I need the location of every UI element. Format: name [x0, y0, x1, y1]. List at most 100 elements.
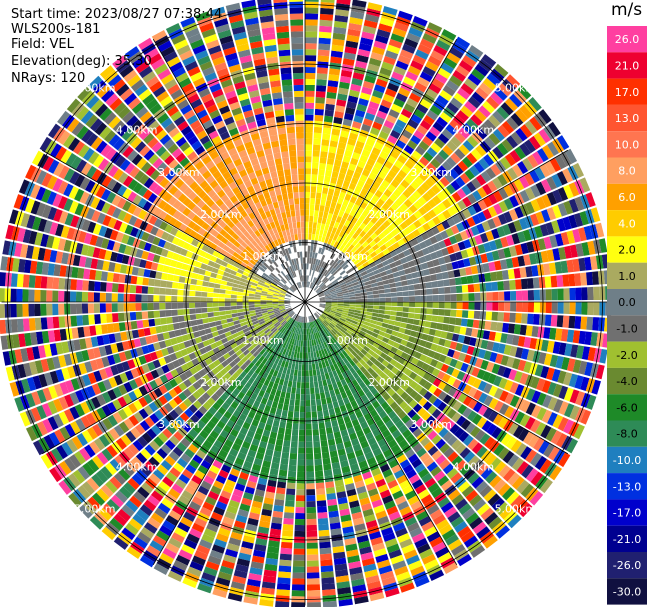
- radar-gate: [370, 232, 378, 240]
- radar-gate: [450, 302, 457, 309]
- radar-gate: [325, 218, 332, 226]
- radar-gate: [323, 469, 333, 477]
- radar-gate: [493, 443, 505, 457]
- radar-gate: [488, 261, 496, 272]
- radar-gate: [351, 152, 361, 160]
- radar-gate: [374, 247, 382, 255]
- radar-gate: [311, 405, 317, 412]
- radar-gate: [305, 221, 309, 228]
- radar-gate: [512, 164, 524, 178]
- radar-gate: [490, 91, 504, 106]
- radar-gate: [378, 289, 385, 294]
- radar-gate: [479, 82, 493, 96]
- radar-gate: [426, 260, 435, 269]
- radar-gate: [284, 434, 292, 442]
- radar-gate: [330, 56, 342, 64]
- radar-gate: [305, 0, 319, 2]
- radar-gate: [286, 488, 296, 496]
- radar-gate: [395, 119, 407, 129]
- radar-gate: [464, 78, 478, 91]
- radar-gate: [296, 489, 305, 496]
- radar-gate: [590, 255, 598, 270]
- radar-gate: [411, 357, 419, 366]
- radar-gate: [325, 250, 331, 257]
- radar-gate: [305, 197, 310, 204]
- radar-gate: [325, 103, 335, 111]
- radar-gate: [378, 215, 387, 224]
- radar-gate: [425, 131, 437, 142]
- radar-gate: [554, 261, 563, 274]
- radar-gate: [317, 55, 330, 63]
- radar-gate: [165, 302, 172, 310]
- radar-gate: [508, 369, 518, 381]
- radar-gate: [509, 381, 519, 394]
- radar-gate: [574, 375, 584, 390]
- radar-gate: [58, 290, 65, 302]
- radar-gate: [471, 413, 483, 425]
- radar-gate: [348, 132, 359, 141]
- radar-gate: [377, 345, 385, 352]
- radar-gate: [364, 13, 380, 23]
- radar-gate: [403, 302, 410, 307]
- radar-gate: [313, 132, 322, 140]
- radar-gate: [468, 45, 484, 58]
- radar-gate: [424, 275, 432, 283]
- radar-gate: [414, 289, 421, 296]
- radar-gate: [491, 281, 499, 291]
- radar-gate: [465, 327, 473, 337]
- radar-gate: [378, 130, 389, 140]
- radar-gate: [323, 289, 330, 294]
- radar-gate: [314, 234, 319, 241]
- radar-gate: [492, 302, 499, 311]
- radar-gate: [305, 156, 312, 163]
- radar-gate: [316, 67, 328, 75]
- radar-gate: [444, 294, 451, 302]
- radar-gate: [337, 277, 344, 283]
- radar-gate: [432, 195, 442, 205]
- radar-gate: [563, 184, 574, 199]
- radar-gate: [387, 273, 394, 280]
- radar-gate: [319, 267, 325, 274]
- radar-gate: [432, 302, 439, 309]
- radar-gate: [408, 194, 418, 204]
- radar-gate: [385, 197, 394, 207]
- radar-gate: [398, 327, 406, 334]
- radar-gate: [305, 405, 311, 413]
- radar-gate: [322, 588, 336, 597]
- radar-gate: [595, 364, 605, 380]
- radar-gate: [320, 248, 325, 255]
- radar-gate: [428, 267, 436, 275]
- radar-gate: [359, 267, 366, 274]
- radar-gate: [471, 68, 486, 82]
- radar-gate: [373, 298, 380, 302]
- radar-gate: [284, 500, 295, 507]
- radar-gate: [318, 253, 323, 261]
- radar-gate: [503, 184, 514, 197]
- radar-gate: [499, 390, 509, 402]
- radar-gate: [195, 285, 203, 292]
- radar-gate: [407, 260, 416, 268]
- radar-gate: [309, 370, 313, 377]
- radar-gate: [506, 135, 519, 149]
- radar-gate: [292, 560, 305, 567]
- radar-gate: [344, 320, 352, 325]
- radar-gate: [305, 25, 318, 32]
- radar-gate: [384, 310, 391, 315]
- radar-gate: [237, 312, 244, 317]
- radar-gate: [568, 315, 576, 329]
- radar-gate: [549, 235, 558, 248]
- radar-gate: [305, 66, 316, 74]
- radar-gate: [34, 303, 41, 317]
- radar-gate: [345, 107, 356, 115]
- radar-gate: [461, 156, 473, 168]
- radar-gate: [453, 92, 467, 105]
- radar-gate: [333, 20, 348, 29]
- radar-gate: [305, 102, 315, 109]
- radar-gate: [379, 255, 387, 263]
- radar-gate: [486, 292, 493, 301]
- radar-gate: [414, 351, 422, 360]
- radar-gate: [455, 176, 466, 188]
- radar-gate: [517, 359, 527, 372]
- radar-gate: [276, 487, 286, 495]
- radar-gate: [502, 224, 512, 236]
